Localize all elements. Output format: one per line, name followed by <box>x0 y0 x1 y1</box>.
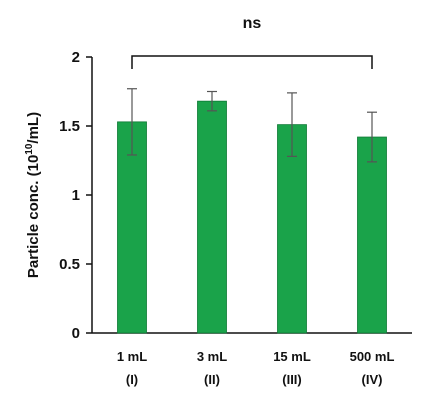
y-axis-label: Particle conc. (1010/mL) <box>24 112 42 278</box>
bar <box>117 121 147 334</box>
bar <box>277 124 307 334</box>
bars <box>117 100 387 334</box>
x-category-sublabel: (I) <box>126 372 138 387</box>
error-bars <box>127 88 377 163</box>
x-category-sublabel: (II) <box>204 372 220 387</box>
bracket-line <box>131 55 373 69</box>
x-category-sublabel: (III) <box>282 372 302 387</box>
y-tick-label: 0.5 <box>59 256 80 273</box>
x-category-label: 15 mL <box>273 349 311 364</box>
bar <box>197 100 227 334</box>
significance-label: ns <box>243 15 262 32</box>
x-category-label: 1 mL <box>117 349 147 364</box>
significance-bracket: ns <box>131 15 373 69</box>
x-category-label: 500 mL <box>350 349 395 364</box>
y-tick-label: 1.5 <box>59 118 80 135</box>
y-tick-label: 0 <box>72 325 80 342</box>
x-axis-labels: 1 mL (I) 3 mL (II) 15 mL (III) 500 mL (IV) <box>117 349 395 387</box>
x-category-sublabel: (IV) <box>362 372 383 387</box>
y-tick-label: 1 <box>72 187 80 204</box>
bar <box>357 136 387 334</box>
x-category-label: 3 mL <box>197 349 227 364</box>
y-tick-label: 2 <box>72 49 80 66</box>
